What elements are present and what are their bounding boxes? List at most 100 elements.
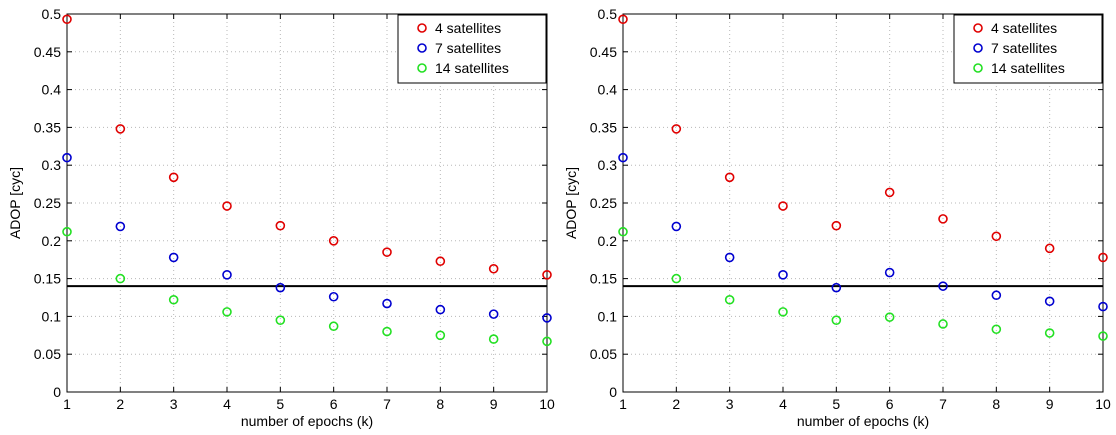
data-point <box>168 172 179 183</box>
data-point <box>938 214 948 224</box>
data-point <box>275 282 286 293</box>
y-tick-label: 0.5 <box>42 6 62 22</box>
y-tick-label: 0.2 <box>42 233 62 249</box>
legend: 4 satellites 7 satellites 14 satellites <box>397 14 547 84</box>
data-point <box>724 172 735 183</box>
data-point <box>1098 252 1108 263</box>
data-point <box>1098 331 1108 341</box>
x-axis-label: number of epochs (k) <box>241 413 373 429</box>
y-tick-label: 0 <box>609 384 617 400</box>
y-tick-label: 0.35 <box>34 119 61 135</box>
data-point <box>831 282 842 293</box>
x-tick-label: 1 <box>63 396 71 412</box>
data-point <box>884 312 895 322</box>
legend-label: 4 satellites <box>435 20 501 36</box>
series-1 <box>62 14 552 280</box>
data-point <box>115 221 126 232</box>
series-2 <box>618 152 1108 312</box>
data-point <box>168 294 179 305</box>
series-1 <box>618 14 1108 263</box>
legend-label: 7 satellites <box>991 40 1057 56</box>
data-point <box>938 319 948 329</box>
y-tick-label: 0.15 <box>34 271 61 287</box>
data-point <box>62 152 72 163</box>
data-point <box>435 256 446 267</box>
data-point <box>1098 301 1108 312</box>
data-point <box>1044 243 1055 254</box>
data-point <box>724 252 735 263</box>
data-point <box>168 252 179 263</box>
x-tick-label: 5 <box>832 396 840 412</box>
x-tick-label: 3 <box>170 396 178 412</box>
y-tick-label: 0.4 <box>42 82 62 98</box>
y-tick-label: 0.3 <box>598 157 618 173</box>
x-tick-label: 10 <box>1095 396 1111 412</box>
data-point <box>831 315 842 325</box>
data-point <box>542 270 552 280</box>
data-point <box>884 187 895 198</box>
series-2 <box>62 152 552 323</box>
x-tick-label: 4 <box>779 396 787 412</box>
data-point <box>991 231 1002 242</box>
y-tick-label: 0.15 <box>590 271 617 287</box>
y-tick-label: 0.5 <box>598 6 618 22</box>
data-point <box>991 324 1002 335</box>
y-tick-label: 0.3 <box>42 157 62 173</box>
x-tick-label: 1 <box>619 396 627 412</box>
data-point <box>778 270 788 280</box>
data-point <box>488 309 499 319</box>
y-tick-label: 0.05 <box>34 346 61 362</box>
legend-marker <box>417 63 427 73</box>
x-tick-label: 7 <box>383 396 391 412</box>
ticks: 1 2 3 4 5 6 7 8 9 10 0 0.05 0.1 0.15 0.2 0.25 0.3 0.35 0.4… <box>590 6 1111 412</box>
x-tick-label: 9 <box>490 396 498 412</box>
data-point <box>618 226 628 237</box>
y-tick-label: 0.1 <box>42 308 62 324</box>
legend-box <box>397 14 547 84</box>
chart-panel-2: 1 2 3 4 5 6 7 8 9 10 0 0.05 0.1 0.15 0.2 0.25 0.3 0.35 0.4… <box>563 6 1111 429</box>
legend-label: 14 satellites <box>991 60 1065 76</box>
data-point <box>542 313 552 323</box>
x-tick-label: 2 <box>672 396 680 412</box>
data-point <box>831 220 842 231</box>
legend-label: 7 satellites <box>435 40 501 56</box>
x-tick-label: 3 <box>726 396 734 412</box>
data-point <box>222 201 232 211</box>
data-point <box>884 267 895 278</box>
data-point <box>991 290 1002 301</box>
data-point <box>222 307 232 317</box>
data-point <box>275 220 286 231</box>
x-tick-label: 9 <box>1046 396 1054 412</box>
data-point <box>618 14 628 25</box>
data-point <box>938 281 948 291</box>
y-tick-label: 0.05 <box>590 346 617 362</box>
ticks: 1 2 3 4 5 6 7 8 9 10 0 0.05 0.1 0.15 0.2 0.25 0.3 0.35 0.4… <box>34 6 555 412</box>
data-point <box>328 236 339 246</box>
data-point <box>382 247 392 257</box>
y-axis-label: ADOP [cyc] <box>563 167 579 239</box>
data-point <box>435 304 446 315</box>
data-point <box>488 263 499 274</box>
data-point <box>222 270 232 280</box>
y-tick-label: 0.2 <box>598 233 618 249</box>
data-point <box>542 336 552 347</box>
legend: 4 satellites 7 satellites 14 satellites <box>953 14 1103 84</box>
legend-marker <box>417 43 427 53</box>
data-point <box>778 201 788 211</box>
data-point <box>618 152 628 163</box>
x-tick-label: 4 <box>223 396 231 412</box>
data-point <box>1044 328 1055 338</box>
y-tick-label: 0.1 <box>598 308 618 324</box>
data-point <box>778 307 788 317</box>
y-axis-label: ADOP [cyc] <box>7 167 23 239</box>
data-point <box>724 294 735 305</box>
series-3 <box>618 226 1108 341</box>
data-point <box>382 326 392 337</box>
x-tick-label: 2 <box>116 396 124 412</box>
x-tick-label: 5 <box>276 396 284 412</box>
legend-label: 14 satellites <box>435 60 509 76</box>
x-axis-label: number of epochs (k) <box>797 413 929 429</box>
y-tick-label: 0.35 <box>590 119 617 135</box>
y-tick-label: 0 <box>53 384 61 400</box>
x-tick-label: 6 <box>330 396 338 412</box>
